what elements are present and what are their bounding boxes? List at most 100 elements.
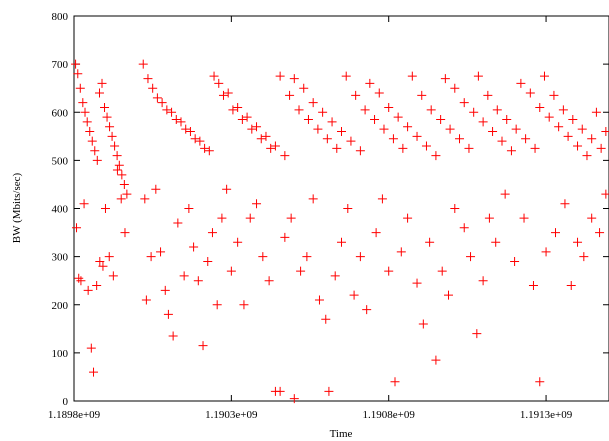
data-point xyxy=(198,341,208,351)
data-point xyxy=(171,114,181,124)
data-point xyxy=(143,74,153,84)
data-point xyxy=(388,134,398,144)
data-point xyxy=(502,114,512,124)
data-point xyxy=(472,329,482,339)
data-point xyxy=(226,266,236,276)
data-point xyxy=(563,131,573,141)
data-point xyxy=(440,74,450,84)
data-point xyxy=(303,114,313,124)
data-point xyxy=(516,78,526,88)
data-point xyxy=(294,105,304,115)
data-point xyxy=(403,213,413,223)
data-point xyxy=(464,143,474,153)
data-point xyxy=(184,204,194,213)
data-point xyxy=(343,204,353,213)
data-point xyxy=(190,134,200,144)
data-point xyxy=(296,266,306,276)
data-point xyxy=(327,117,337,127)
data-point xyxy=(94,88,104,98)
data-point xyxy=(407,71,417,81)
data-point xyxy=(92,155,102,165)
data-point xyxy=(167,107,177,117)
data-point xyxy=(384,102,394,112)
y-tick-label: 300 xyxy=(52,252,69,264)
data-point xyxy=(114,160,124,170)
data-point xyxy=(510,256,520,266)
data-point xyxy=(146,252,156,262)
data-point xyxy=(573,141,583,151)
data-point xyxy=(264,276,274,286)
y-tick-label: 0 xyxy=(63,396,69,408)
data-point xyxy=(173,218,183,228)
data-points xyxy=(71,59,609,404)
data-point xyxy=(140,194,150,204)
data-point xyxy=(163,309,173,319)
data-point xyxy=(484,213,494,223)
data-point xyxy=(252,199,262,209)
data-point xyxy=(82,117,92,127)
data-point xyxy=(223,88,233,98)
data-point xyxy=(535,377,545,387)
data-point xyxy=(160,285,170,295)
data-point xyxy=(138,59,148,69)
data-point xyxy=(87,136,97,146)
data-point xyxy=(370,114,380,124)
data-point xyxy=(120,228,130,238)
x-tick-label: 1.1913e+09 xyxy=(520,409,573,421)
data-point xyxy=(104,252,114,262)
data-point xyxy=(355,146,365,156)
data-point xyxy=(560,199,570,209)
data-point xyxy=(431,355,441,365)
data-point xyxy=(189,242,199,252)
data-point xyxy=(74,273,84,283)
data-point xyxy=(245,213,255,223)
y-tick-label: 800 xyxy=(52,11,69,23)
data-point xyxy=(237,114,247,124)
data-point xyxy=(97,78,107,88)
data-point xyxy=(450,204,460,213)
data-point xyxy=(573,237,583,247)
data-point xyxy=(421,141,431,151)
data-point xyxy=(261,131,271,141)
data-point xyxy=(92,281,102,290)
data-point xyxy=(337,237,346,247)
data-point xyxy=(396,247,406,257)
data-point xyxy=(185,127,195,136)
data-point xyxy=(390,377,400,387)
data-point xyxy=(371,228,381,238)
data-point xyxy=(76,276,86,286)
data-point xyxy=(436,114,446,124)
data-point xyxy=(214,78,224,88)
data-point xyxy=(209,71,219,81)
data-point xyxy=(100,102,110,112)
y-axis-label: BW (Mbits/sec) xyxy=(11,172,23,243)
data-point xyxy=(351,90,361,100)
data-point xyxy=(544,112,554,122)
data-point xyxy=(332,143,342,153)
data-point xyxy=(497,136,507,146)
data-point xyxy=(459,98,469,108)
data-point xyxy=(450,83,460,93)
data-point xyxy=(346,136,356,146)
data-point xyxy=(247,124,257,134)
data-point xyxy=(157,98,167,108)
data-point xyxy=(270,141,280,151)
data-point xyxy=(207,228,217,238)
data-point xyxy=(535,102,545,112)
data-point xyxy=(539,71,549,81)
data-point xyxy=(314,295,324,305)
data-point xyxy=(90,146,100,156)
data-point xyxy=(256,134,266,144)
data-point xyxy=(95,256,105,266)
data-point xyxy=(313,124,323,134)
data-point xyxy=(117,170,127,180)
data-point xyxy=(200,143,210,153)
data-point xyxy=(587,213,597,223)
data-point xyxy=(105,122,115,132)
data-point xyxy=(110,141,120,151)
data-point xyxy=(222,184,232,194)
data-point xyxy=(417,90,427,100)
data-point xyxy=(355,252,365,262)
data-point xyxy=(218,90,228,100)
data-point xyxy=(554,122,564,132)
